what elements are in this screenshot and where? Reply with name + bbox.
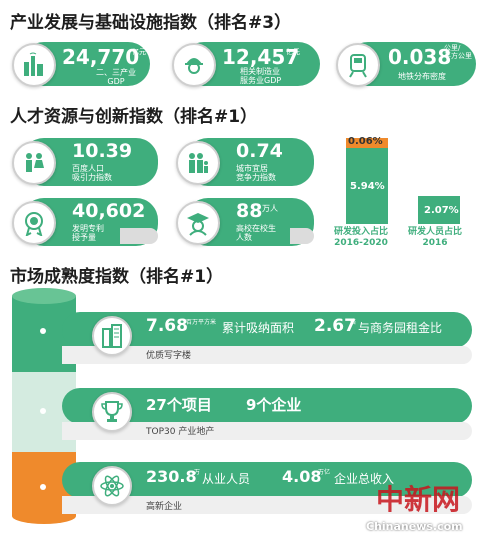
rd-staff-value: 2.07%: [424, 205, 459, 216]
family-icon: [176, 141, 220, 185]
rd-investment-top-segment: [346, 138, 388, 148]
manufacturing-gdp-value: 12,457: [222, 45, 300, 69]
rd-investment-top-value: 0.06%: [348, 136, 383, 147]
revenue-unit: 万亿: [318, 469, 331, 476]
students-label: 高校在校生 人数: [236, 224, 276, 242]
gdp-value: 24,770: [62, 45, 140, 69]
office-area-unit: 百万平方米: [186, 319, 217, 326]
gdp-label: 二、三产业 GDP: [96, 68, 136, 86]
people-icon: [12, 141, 56, 185]
atom-icon: [92, 466, 132, 506]
building-icon: [92, 316, 132, 356]
population-attraction-label: 百度人口 吸引力指数: [72, 164, 112, 182]
population-attraction-value: 10.39: [72, 140, 133, 162]
revenue-value: 4.08: [282, 467, 322, 486]
students-value: 88: [236, 200, 263, 222]
rd-staff-bar: [418, 196, 460, 224]
watermark-site: Chinanews.com: [366, 520, 463, 533]
rent-ratio-unit: 倍: [350, 319, 357, 326]
employees-text: 从业人员: [202, 472, 251, 486]
train-icon: [336, 43, 380, 87]
cylinder-dot-2: [40, 408, 46, 414]
metro-density-value: 0.038: [388, 45, 452, 69]
industrial-band-base: [62, 422, 472, 440]
patents-value: 40,602: [72, 200, 146, 222]
rent-ratio-value: 2.67: [314, 316, 356, 336]
employees-value: 230.8: [146, 467, 197, 486]
office-area-text: 累计吸纳面积: [222, 321, 295, 335]
companies-value: 9个企业: [246, 396, 302, 414]
section1-title: 产业发展与基础设施指数（排名#3）: [10, 13, 292, 33]
manufacturing-gdp-label: 相关制造业 服务业GDP: [240, 67, 282, 85]
metro-density-unit: 公里/ 平方公里: [444, 44, 472, 60]
office-area-value: 7.68: [146, 316, 188, 336]
medal-icon: [12, 201, 56, 245]
livability-value: 0.74: [236, 140, 283, 162]
section3-title: 市场成熟度指数（排名#1）: [10, 267, 224, 287]
employees-unit: 万: [194, 469, 201, 476]
cylinder-dot-1: [40, 328, 46, 334]
cylinder-top: [12, 288, 76, 304]
trophy-icon: [92, 392, 132, 432]
students-unit: 万人: [262, 204, 278, 213]
projects-value: 27个项目: [146, 396, 212, 414]
rent-ratio-text: 与商务园租金比: [358, 321, 443, 335]
watermark-logo: 中新网: [376, 483, 461, 516]
rd-investment-value: 5.94%: [350, 181, 385, 192]
manufacturing-gdp-unit: 亿元: [286, 48, 300, 56]
cylinder-dot-3: [40, 484, 46, 490]
section2-title: 人才资源与创新指数（排名#1）: [10, 107, 258, 127]
patents-label: 发明专利 授予量: [72, 224, 104, 242]
metro-density-label: 地铁分布密度: [398, 72, 446, 81]
office-band-base: [62, 346, 472, 364]
hightech-label: 高新企业: [146, 502, 183, 512]
livability-label: 城市宜居 竞争力指数: [236, 164, 276, 182]
rd-investment-label: 研发投入占比 2016-2020: [334, 227, 389, 248]
factory-icon: [12, 43, 56, 87]
worker-icon: [172, 43, 216, 87]
rd-staff-label: 研发人员占比 2016: [408, 227, 463, 248]
revenue-text: 企业总收入: [334, 472, 395, 486]
graduate-icon: [176, 201, 220, 245]
hightech-band-base: [62, 496, 472, 514]
office-label: 优质写字楼: [146, 351, 192, 361]
industrial-label: TOP30 产业地产: [146, 427, 215, 437]
gdp-unit: 亿元: [132, 48, 146, 56]
rd-investment-bar: [346, 148, 388, 224]
